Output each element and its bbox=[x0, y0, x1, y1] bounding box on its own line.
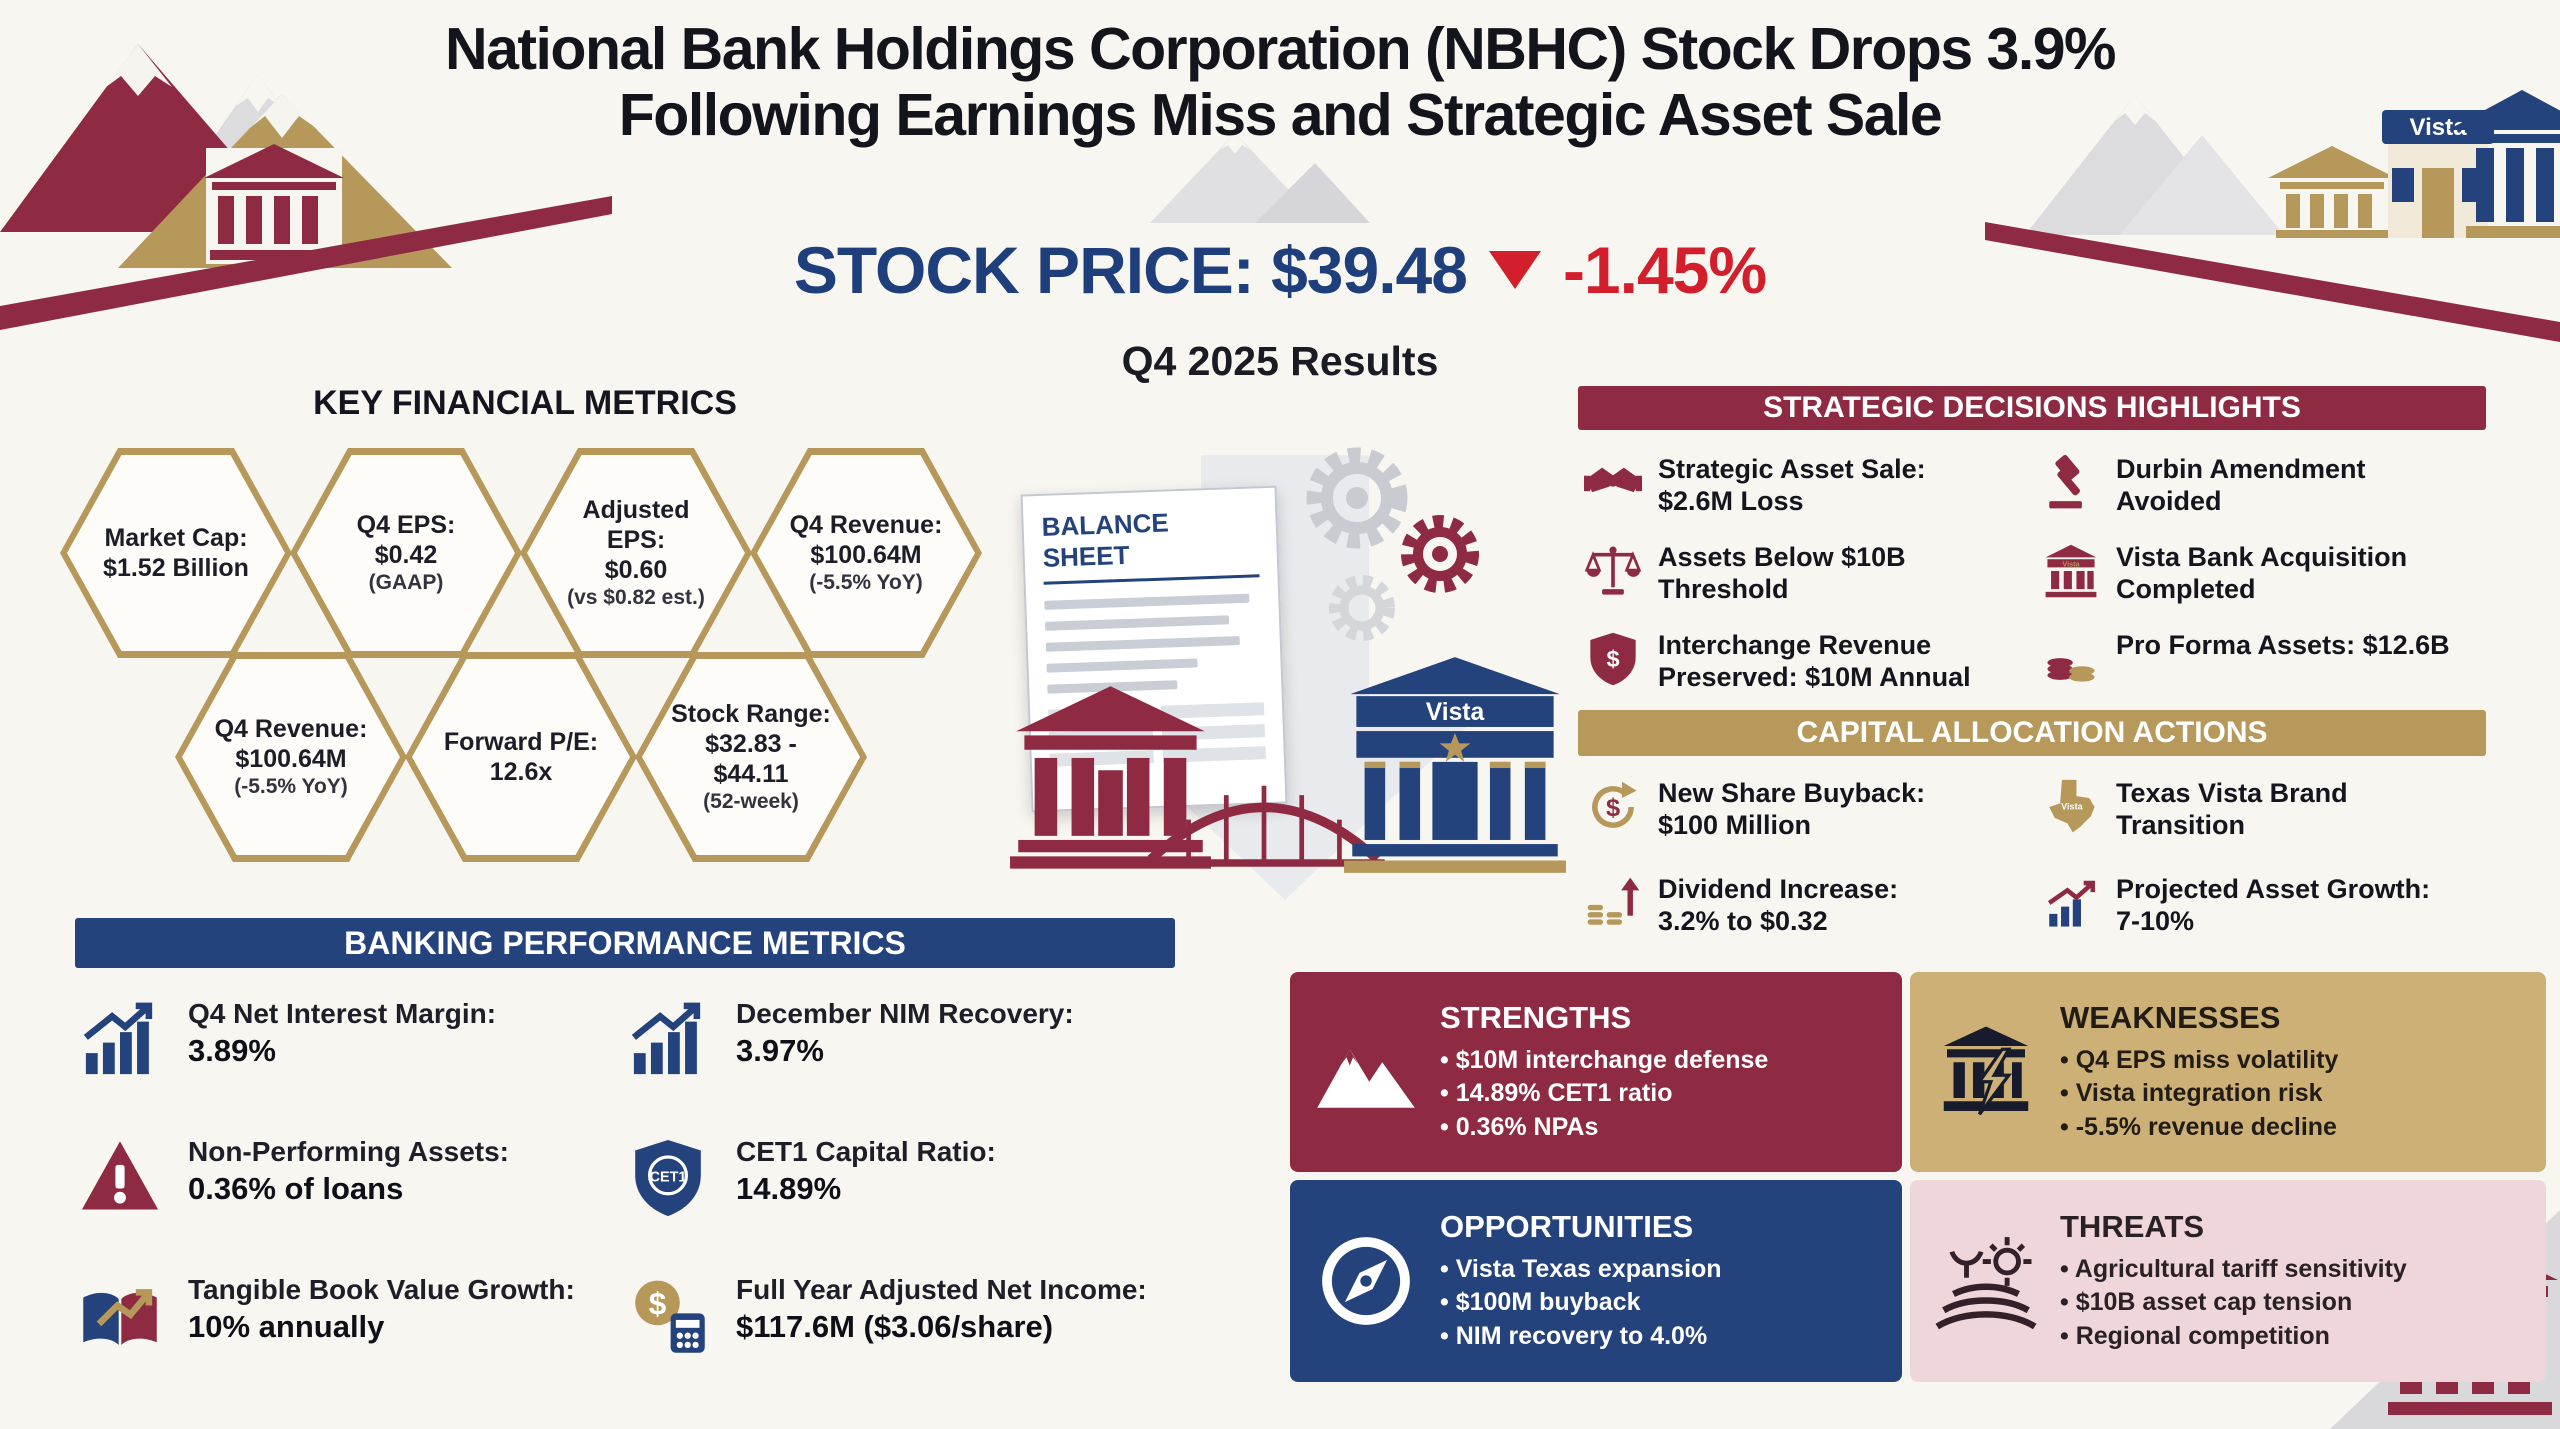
gear-icon-small bbox=[1329, 575, 1395, 641]
metric-hexagon-q4-revenue: Q4 Revenue: $100.64M (-5.5% YoY) bbox=[750, 448, 982, 658]
banking-item-nim: Q4 Net Interest Margin: 3.89% bbox=[78, 996, 626, 1134]
capital-item-asset-growth: Projected Asset Growth: 7-10% bbox=[2042, 872, 2486, 968]
svg-text:CET1: CET1 bbox=[650, 1169, 687, 1185]
capital-allocation-list: $ New Share Buyback: $100 Million Vista … bbox=[1584, 776, 2486, 968]
maroon-bank-icon bbox=[1010, 686, 1211, 869]
strategic-item-vista-acquisition: Vista Vista Bank Acquisition Completed bbox=[2042, 540, 2486, 628]
metric-hexagon-q4-eps: Q4 EPS: $0.42 (GAAP) bbox=[290, 448, 522, 658]
strategic-item-interchange: $ Interchange Revenue Preserved: $10M An… bbox=[1584, 628, 2042, 716]
star-icon bbox=[1439, 733, 1471, 762]
metric-hexagon-stock-range: Stock Range: $32.83 - $44.11 (52-week) bbox=[635, 652, 867, 862]
results-subtitle: Q4 2025 Results bbox=[1121, 338, 1439, 384]
page-title-line2: Following Earnings Miss and Strategic As… bbox=[618, 82, 1943, 149]
metric-hexagon-market-cap: Market Cap: $1.52 Billion bbox=[60, 448, 292, 658]
shield-dollar-icon: $ bbox=[1590, 632, 1636, 686]
bank-bolt-icon bbox=[1943, 1026, 2029, 1116]
stock-change-value: -1.45% bbox=[1562, 233, 1767, 307]
swot-weaknesses: WEAKNESSES Q4 EPS miss volatility Vista … bbox=[1910, 972, 2546, 1172]
nim-chart-icon bbox=[83, 1002, 153, 1075]
warning-icon bbox=[81, 1141, 159, 1210]
nim-recovery-chart-icon bbox=[631, 1002, 701, 1075]
handshake-icon bbox=[1584, 467, 1642, 493]
mountain-icon bbox=[1317, 1049, 1415, 1108]
vista-bank-label: Vista bbox=[1426, 699, 1485, 726]
vista-storefront-icon: Vista bbox=[2382, 110, 2494, 238]
bank-icon-topleft bbox=[204, 144, 344, 264]
vista-bank-icon-label: Vista bbox=[2062, 559, 2080, 568]
strategic-item-asset-sale: Strategic Asset Sale: $2.6M Loss bbox=[1584, 452, 2042, 540]
banking-item-npa: Non-Performing Assets: 0.36% of loans bbox=[78, 1134, 626, 1272]
net-income-icon: $ bbox=[635, 1280, 705, 1353]
vista-bank-icon: Vista bbox=[2045, 544, 2097, 598]
capital-item-texas: Vista Texas Vista Brand Transition bbox=[2042, 776, 2486, 872]
gavel-icon bbox=[2049, 455, 2082, 509]
strategic-item-durbin: Durbin Amendment Avoided bbox=[2042, 452, 2486, 540]
texas-icon-label: Vista bbox=[2061, 802, 2083, 812]
topleft-decoration bbox=[0, 44, 612, 330]
banking-item-nim-recovery: December NIM Recovery: 3.97% bbox=[626, 996, 1174, 1134]
svg-text:$: $ bbox=[1606, 646, 1619, 672]
metric-hexagon-q4-revenue-2: Q4 Revenue: $100.64M (-5.5% YoY) bbox=[175, 652, 407, 862]
metric-hexagon-adjusted-eps: Adjusted EPS: $0.60 (vs $0.82 est.) bbox=[520, 448, 752, 658]
swot-opportunities: OPPORTUNITIES Vista Texas expansion $100… bbox=[1290, 1180, 1902, 1382]
stock-price-banner: STOCK PRICE: $39.48 -1.45% bbox=[0, 232, 2560, 308]
banking-item-net-income: $ Full Year Adjusted Net Income: $117.6M… bbox=[626, 1272, 1174, 1410]
diagonal-stripe-right bbox=[1985, 222, 2560, 342]
gear-icon bbox=[1306, 447, 1408, 549]
topright-decoration: Vista bbox=[1985, 90, 2560, 342]
gear-icon-maroon bbox=[1401, 515, 1479, 593]
gold-bank-icon bbox=[2268, 146, 2396, 238]
capital-item-buyback: $ New Share Buyback: $100 Million bbox=[1584, 776, 2042, 872]
cet1-shield-icon: CET1 bbox=[635, 1139, 701, 1217]
strategic-item-proforma: Pro Forma Assets: $12.6B bbox=[2042, 628, 2486, 716]
page-title-line1: National Bank Holdings Corporation (NBHC… bbox=[444, 16, 2117, 82]
strategic-decisions-list: Strategic Asset Sale: $2.6M Loss Durbin … bbox=[1584, 452, 2486, 716]
diagonal-stripe-left bbox=[0, 196, 612, 330]
compass-icon bbox=[1322, 1237, 1410, 1325]
down-triangle-icon bbox=[1488, 251, 1541, 289]
banking-performance-header: BANKING PERFORMANCE METRICS bbox=[75, 918, 1175, 968]
capital-allocation-header: CAPITAL ALLOCATION ACTIONS bbox=[1578, 710, 2486, 756]
banking-performance-list: Q4 Net Interest Margin: 3.89% December N… bbox=[78, 996, 1178, 1410]
balance-sheet-label: BALANCE SHEET bbox=[1041, 504, 1260, 585]
dividend-up-icon bbox=[1587, 877, 1640, 925]
banking-item-tbv: Tangible Book Value Growth: 10% annually bbox=[78, 1272, 626, 1410]
strategic-item-assets-threshold: Assets Below $10B Threshold bbox=[1584, 540, 2042, 628]
swot-strengths: STRENGTHS $10M interchange defense 14.89… bbox=[1290, 972, 1902, 1172]
capital-item-dividend: Dividend Increase: 3.2% to $0.32 bbox=[1584, 872, 2042, 968]
texas-icon: Vista bbox=[2049, 779, 2095, 833]
metric-hexagon-forward-pe: Forward P/E: 12.6x bbox=[405, 652, 637, 862]
gray-mountain-icon bbox=[1255, 163, 1370, 223]
swot-threats: THREATS Agricultural tariff sensitivity … bbox=[1910, 1180, 2546, 1382]
scales-icon bbox=[1584, 546, 1642, 595]
gray-mountain-icon bbox=[2120, 135, 2284, 235]
key-metrics-title: KEY FINANCIAL METRICS bbox=[313, 384, 737, 422]
share-buyback-icon: $ bbox=[1592, 781, 1637, 828]
navy-bank-icon bbox=[2448, 90, 2560, 238]
strategic-decisions-header: STRATEGIC DECISIONS HIGHLIGHTS bbox=[1578, 386, 2486, 430]
book-growth-icon bbox=[83, 1289, 157, 1345]
svg-text:$: $ bbox=[1606, 794, 1620, 822]
coins-icon bbox=[2047, 658, 2095, 682]
banking-item-cet1: CET1 CET1 Capital Ratio: 14.89% bbox=[626, 1134, 1174, 1272]
mid-mountain-decoration bbox=[1150, 133, 1370, 223]
stock-price-value: STOCK PRICE: $39.48 bbox=[793, 233, 1468, 307]
asset-growth-icon bbox=[2047, 880, 2096, 927]
gears-illustration bbox=[1306, 447, 1479, 641]
svg-text:$: $ bbox=[649, 1286, 667, 1322]
vista-bank-building-icon: Vista bbox=[1344, 657, 1566, 873]
field-icon bbox=[1935, 1237, 2037, 1330]
page-title: National Bank Holdings Corporation (NBHC… bbox=[0, 16, 2560, 148]
